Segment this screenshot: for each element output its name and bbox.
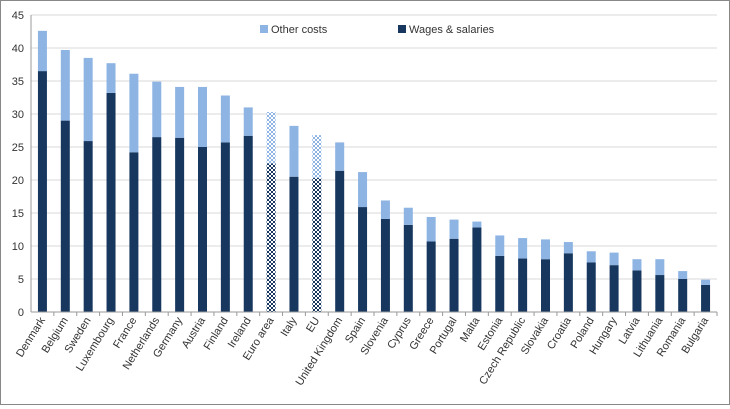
legend: Other costs Wages & salaries bbox=[260, 24, 495, 36]
bar-wages-salaries-austria bbox=[198, 147, 207, 312]
bar-wages-salaries-sweden bbox=[83, 141, 93, 312]
bar-wages-salaries-belgium bbox=[60, 120, 70, 312]
bar-other-costs-portugal bbox=[449, 219, 459, 239]
bar-other-costs-latvia bbox=[632, 259, 642, 271]
bar-wages-salaries-denmark bbox=[37, 71, 47, 312]
x-tick-label: Denmark bbox=[14, 315, 48, 360]
bar-other-costs-austria bbox=[198, 86, 207, 147]
bar-other-costs-finland bbox=[220, 95, 230, 143]
y-tick-label: 40 bbox=[12, 43, 24, 55]
y-tick-label: 0 bbox=[18, 307, 24, 319]
bar-wages-salaries-lithuania bbox=[655, 275, 665, 312]
bar-wages-salaries-latvia bbox=[632, 270, 642, 312]
bar-wages-salaries-finland bbox=[220, 142, 230, 312]
bar-wages-salaries-slovenia bbox=[380, 218, 390, 312]
bar-wages-salaries-czech-republic bbox=[518, 258, 528, 312]
bar-wages-salaries-united-kingdom bbox=[335, 170, 345, 312]
x-tick-label: Italy bbox=[279, 315, 300, 339]
bar-other-costs-denmark bbox=[37, 30, 47, 72]
bar-other-costs-euro-area bbox=[266, 112, 276, 164]
bar-wages-salaries-romania bbox=[678, 279, 688, 312]
bar-wages-salaries-bulgaria bbox=[701, 284, 711, 312]
bar-wages-salaries-greece bbox=[426, 241, 436, 312]
bar-wages-salaries-italy bbox=[289, 176, 299, 312]
bar-wages-salaries-hungary bbox=[609, 265, 619, 312]
bar-other-costs-slovenia bbox=[380, 200, 390, 219]
bar-wages-salaries-cyprus bbox=[403, 224, 413, 312]
bar-wages-salaries-spain bbox=[358, 207, 368, 312]
bar-wages-salaries-ireland bbox=[243, 135, 253, 312]
bar-other-costs-united-kingdom bbox=[335, 142, 345, 171]
bar-other-costs-romania bbox=[678, 271, 688, 279]
bar-other-costs-bulgaria bbox=[701, 279, 711, 285]
bar-wages-salaries-luxembourg bbox=[106, 92, 116, 312]
bar-other-costs-greece bbox=[426, 216, 436, 242]
bar-wages-salaries-euro-area bbox=[266, 163, 276, 312]
y-tick-label: 25 bbox=[12, 142, 24, 154]
y-tick-label: 20 bbox=[12, 175, 24, 187]
bar-wages-salaries-malta bbox=[472, 227, 482, 312]
bar-other-costs-croatia bbox=[563, 242, 573, 254]
y-tick-label: 35 bbox=[12, 76, 24, 88]
bar-other-costs-sweden bbox=[83, 57, 93, 142]
bar-other-costs-estonia bbox=[495, 235, 505, 256]
bar-other-costs-cyprus bbox=[403, 207, 413, 225]
y-tick-label: 5 bbox=[18, 274, 24, 286]
bar-other-costs-hungary bbox=[609, 252, 619, 266]
bar-wages-salaries-france bbox=[129, 152, 139, 312]
y-tick-label: 45 bbox=[12, 10, 24, 22]
bar-other-costs-poland bbox=[586, 251, 596, 263]
legend-swatch-wages-salaries bbox=[398, 25, 406, 33]
bar-wages-salaries-germany bbox=[175, 137, 185, 312]
bar-other-costs-germany bbox=[175, 86, 185, 138]
bar-other-costs-france bbox=[129, 73, 139, 153]
y-tick-label: 30 bbox=[12, 109, 24, 121]
bar-other-costs-malta bbox=[472, 221, 482, 228]
y-tick-label: 10 bbox=[12, 241, 24, 253]
bar-wages-salaries-poland bbox=[586, 262, 596, 312]
bar-wages-salaries-slovakia bbox=[541, 259, 550, 312]
x-tick-label: EU bbox=[304, 315, 322, 334]
bar-other-costs-belgium bbox=[60, 49, 70, 121]
legend-label-other-costs: Other costs bbox=[271, 24, 328, 36]
bar-wages-salaries-netherlands bbox=[152, 137, 162, 312]
bar-wages-salaries-portugal bbox=[449, 238, 459, 312]
bar-other-costs-italy bbox=[289, 125, 299, 177]
bar-other-costs-netherlands bbox=[152, 81, 162, 138]
bar-other-costs-czech-republic bbox=[518, 238, 528, 259]
bar-other-costs-lithuania bbox=[655, 259, 665, 276]
bar-other-costs-ireland bbox=[243, 107, 253, 136]
bar-other-costs-slovakia bbox=[541, 239, 550, 260]
bar-other-costs-spain bbox=[358, 172, 368, 208]
bar-other-costs-eu bbox=[312, 135, 322, 179]
bar-wages-salaries-croatia bbox=[563, 253, 573, 312]
bar-wages-salaries-eu bbox=[312, 178, 322, 312]
legend-label-wages-salaries: Wages & salaries bbox=[409, 24, 495, 36]
bar-wages-salaries-estonia bbox=[495, 255, 505, 312]
y-tick-label: 15 bbox=[12, 208, 24, 220]
bar-other-costs-luxembourg bbox=[106, 63, 116, 93]
legend-swatch-other-costs bbox=[260, 25, 268, 33]
